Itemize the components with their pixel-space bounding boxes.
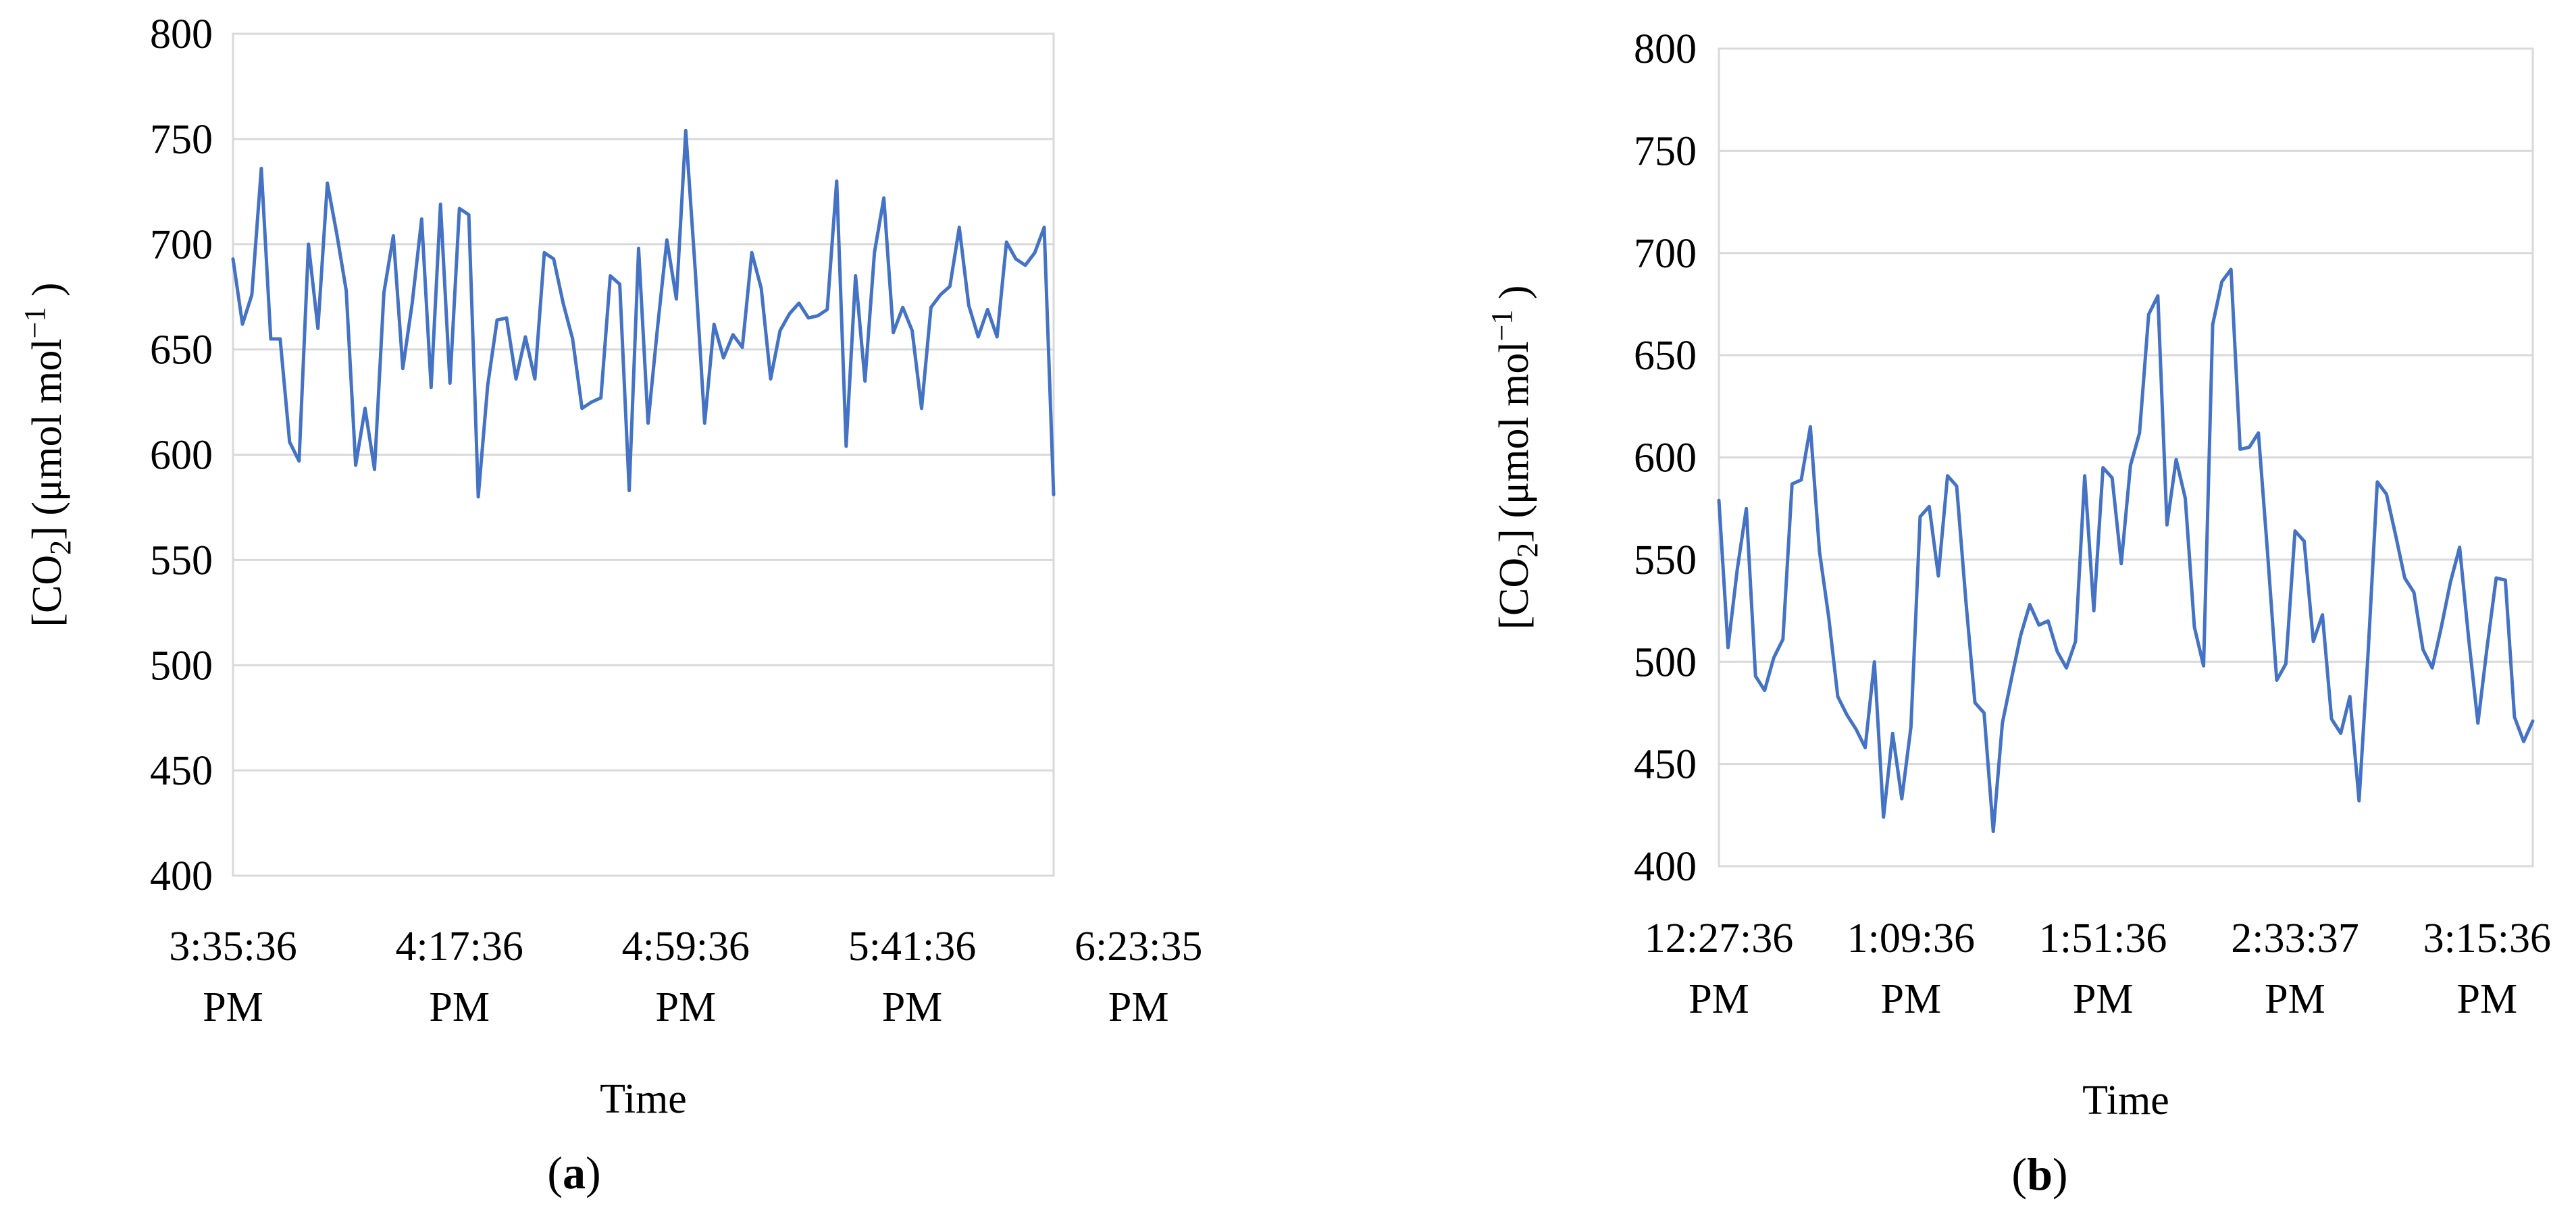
panel-label: (b) xyxy=(2011,1148,2067,1200)
panel-label: (a) xyxy=(547,1147,600,1198)
y-tick-label: 600 xyxy=(1634,435,1697,481)
y-tick-label: 800 xyxy=(1634,26,1697,72)
y-tick-label: 650 xyxy=(1634,333,1697,379)
x-tick-label: 4:59:36 xyxy=(622,924,750,970)
y-tick-label: 400 xyxy=(1634,844,1697,890)
x-tick-label-suffix: PM xyxy=(2456,976,2517,1022)
y-axis-title: [CO2] (μmol mol−1 ) xyxy=(18,282,77,627)
y-tick-label: 450 xyxy=(150,748,213,794)
x-tick-label-suffix: PM xyxy=(1108,984,1169,1030)
x-tick-label-suffix: PM xyxy=(429,984,490,1030)
x-tick-label: 6:23:35 xyxy=(1075,924,1202,970)
y-tick-label: 550 xyxy=(1634,537,1697,583)
chart-panel-a: 400 450 500 550 600 650 700 750 800 3:35:36 PM 4:17… xyxy=(18,11,1202,1198)
x-tick-label: 5:41:36 xyxy=(848,924,976,970)
y-tick-label: 400 xyxy=(150,853,213,899)
x-tick-label-suffix: PM xyxy=(882,984,943,1030)
x-tick-label: 12:27:36 xyxy=(1645,916,1793,961)
x-tick-label: 1:51:36 xyxy=(2039,916,2167,961)
x-tick-label: 3:35:36 xyxy=(169,924,297,970)
x-tick-label-suffix: PM xyxy=(203,984,263,1030)
x-axis-title: Time xyxy=(600,1076,687,1122)
x-tick-label: 4:17:36 xyxy=(395,924,523,970)
x-tick-label-suffix: PM xyxy=(1881,976,1942,1022)
y-axis-title: [CO2] (μmol mol−1 ) xyxy=(1485,285,1544,629)
x-tick-label: 1:09:36 xyxy=(1847,916,1975,961)
x-tick-label-suffix: PM xyxy=(2073,976,2134,1022)
x-tick-label-suffix: PM xyxy=(656,984,717,1030)
y-tick-label: 750 xyxy=(150,117,213,163)
y-tick-label: 550 xyxy=(150,537,213,583)
y-tick-label: 650 xyxy=(150,327,213,373)
y-tick-label: 700 xyxy=(150,222,213,268)
x-axis-title: Time xyxy=(2082,1078,2169,1123)
plot-frame xyxy=(1718,47,2534,868)
y-tick-label: 500 xyxy=(150,643,213,689)
co2-series-line xyxy=(1717,267,2535,833)
x-tick-label: 3:15:36 xyxy=(2423,916,2551,961)
y-tick-label: 800 xyxy=(150,11,213,57)
y-tick-label: 500 xyxy=(1634,639,1697,685)
x-tick-label: 2:33:37 xyxy=(2231,916,2359,961)
x-tick-label-suffix: PM xyxy=(2265,976,2325,1022)
y-tick-label: 600 xyxy=(150,433,213,479)
chart-panel-b: 400 450 500 550 600 650 700 750 800 12:27:36 PM 1:0… xyxy=(1485,26,2551,1200)
co2-series-line xyxy=(231,128,1056,499)
y-tick-label: 750 xyxy=(1634,128,1697,174)
y-tick-label: 450 xyxy=(1634,742,1697,788)
x-tick-label-suffix: PM xyxy=(1689,976,1749,1022)
y-tick-label: 700 xyxy=(1634,231,1697,277)
